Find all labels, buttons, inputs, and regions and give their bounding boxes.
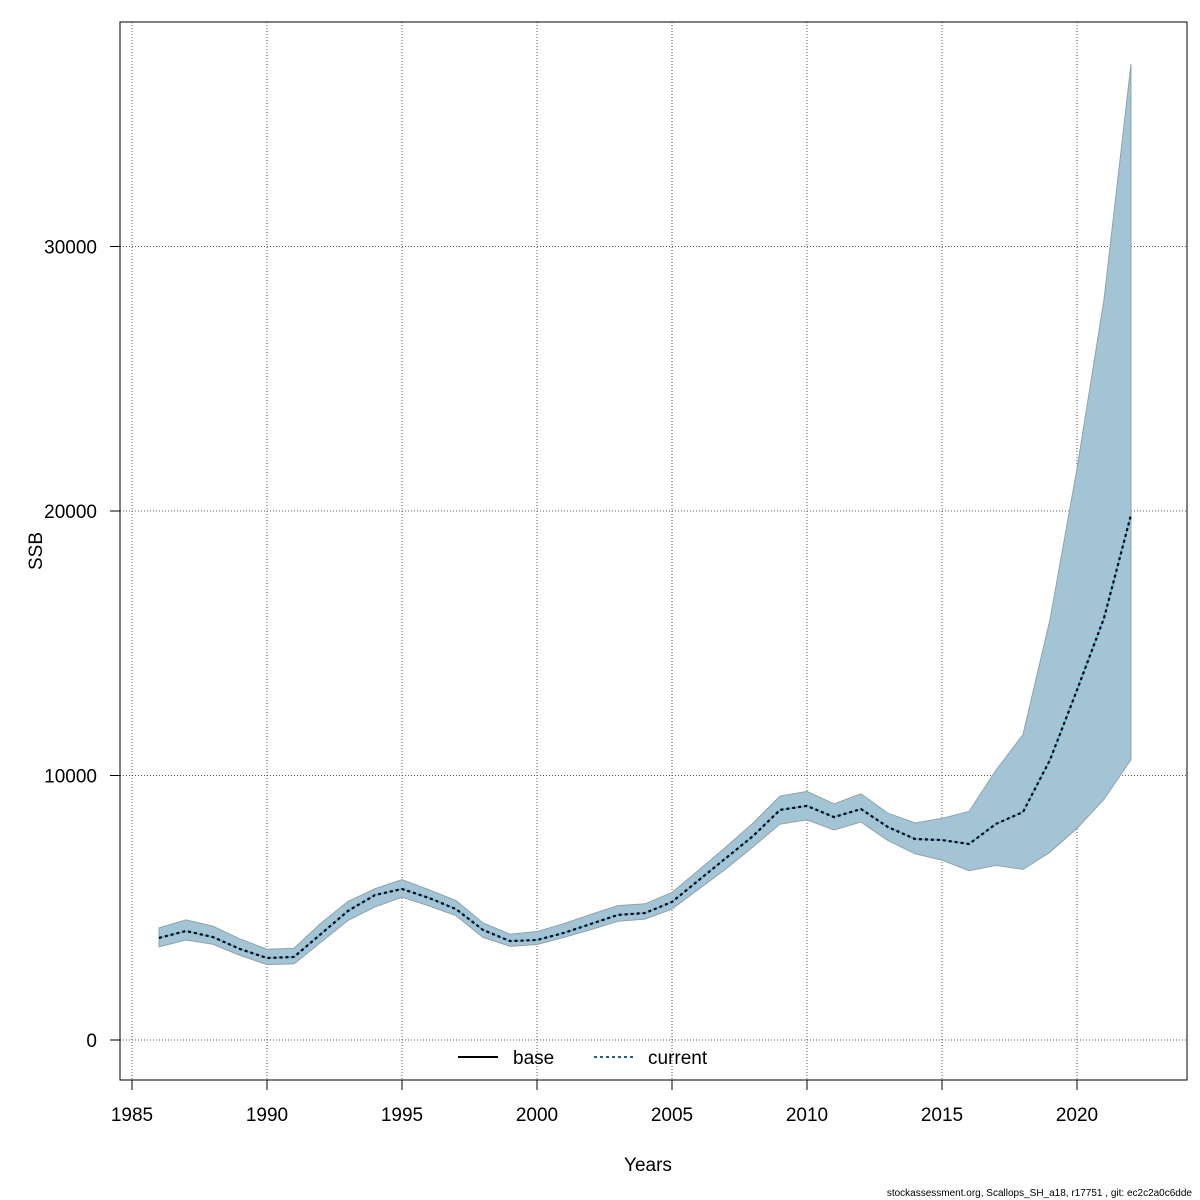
series-current-underline bbox=[158, 514, 1132, 959]
x-axis-label: Years bbox=[624, 1155, 672, 1176]
y-tick-label: 30000 bbox=[44, 238, 97, 259]
legend-current-label: current bbox=[648, 1048, 708, 1069]
grid bbox=[120, 22, 1187, 1080]
x-tick-label: 2000 bbox=[516, 1105, 558, 1126]
x-axis: 1985 1990 1995 2000 2005 2010 2015 2020 bbox=[111, 1079, 1098, 1126]
x-tick-label: 2015 bbox=[921, 1105, 963, 1126]
y-tick-label: 10000 bbox=[44, 767, 97, 788]
legend-base-label: base bbox=[513, 1048, 554, 1069]
plot-frame bbox=[119, 21, 1188, 1081]
series-current-line bbox=[158, 514, 1133, 960]
y-tick-label: 20000 bbox=[44, 502, 97, 523]
legend: base current bbox=[458, 1048, 708, 1069]
x-tick-label: 2010 bbox=[786, 1105, 828, 1126]
confidence-band bbox=[158, 63, 1132, 966]
y-tick-label: 0 bbox=[86, 1031, 97, 1052]
footer-note: stockassessment.org, Scallops_SH_a18, r1… bbox=[887, 1188, 1193, 1199]
y-axis: 0 10000 20000 30000 bbox=[44, 238, 120, 1052]
x-tick-label: 1985 bbox=[111, 1105, 153, 1126]
x-tick-label: 1990 bbox=[246, 1105, 288, 1126]
x-tick-label: 2005 bbox=[651, 1105, 693, 1126]
x-tick-label: 1995 bbox=[381, 1105, 423, 1126]
y-axis-label: SSB bbox=[26, 532, 47, 570]
x-tick-label: 2020 bbox=[1056, 1105, 1098, 1126]
